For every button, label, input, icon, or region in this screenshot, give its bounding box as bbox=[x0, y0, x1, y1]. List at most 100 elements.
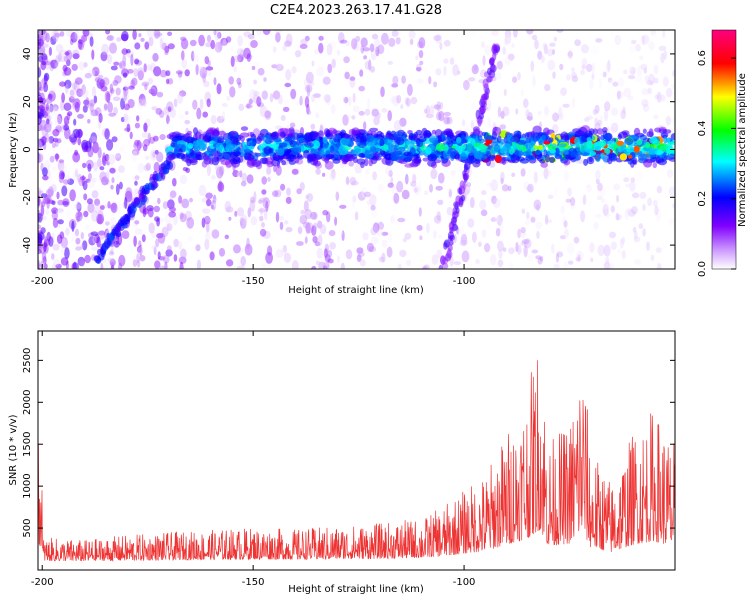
heatmap-cell bbox=[502, 46, 506, 55]
heatmap-cell bbox=[134, 42, 141, 50]
heatmap-cell bbox=[458, 185, 466, 195]
heatmap-cell bbox=[588, 200, 592, 208]
heatmap-cell bbox=[425, 105, 430, 116]
heatmap-cell bbox=[508, 262, 514, 269]
heatmap-cell bbox=[543, 149, 548, 158]
heatmap-cell bbox=[111, 136, 118, 143]
heatmap-cell bbox=[358, 85, 366, 92]
heatmap-cell bbox=[607, 59, 611, 72]
heatmap-cell bbox=[329, 40, 337, 49]
heatmap-cell bbox=[178, 113, 185, 120]
heatmap-cell bbox=[397, 263, 402, 269]
heatmap-cell bbox=[121, 230, 130, 240]
heatmap-cell bbox=[118, 254, 126, 267]
heatmap-cell bbox=[38, 81, 42, 92]
heatmap-cell bbox=[210, 204, 214, 210]
heatmap-cell bbox=[100, 85, 108, 92]
heatmap-cell bbox=[552, 112, 559, 122]
heatmap-cell bbox=[119, 60, 126, 70]
heatmap-cell bbox=[437, 234, 443, 239]
heatmap-cell bbox=[225, 138, 232, 148]
heatmap-cell bbox=[136, 259, 141, 268]
heatmap-cell bbox=[162, 201, 169, 210]
heatmap-cell bbox=[83, 210, 89, 218]
heatmap-cell bbox=[138, 84, 142, 92]
heatmap-cell bbox=[159, 69, 168, 78]
heatmap-cell bbox=[517, 244, 522, 255]
heatmap-cell bbox=[496, 60, 503, 70]
heatmap-cell bbox=[570, 203, 576, 210]
heatmap-cell bbox=[650, 30, 657, 36]
heatmap-cell bbox=[591, 44, 599, 56]
heatmap-cell bbox=[647, 73, 656, 86]
heatmap-cell bbox=[407, 83, 413, 96]
heatmap-cell bbox=[226, 95, 231, 101]
heatmap-cell bbox=[524, 219, 531, 226]
heatmap-cell bbox=[80, 244, 84, 249]
heatmap-cell bbox=[178, 195, 183, 204]
heatmap-cell bbox=[158, 37, 166, 45]
heatmap-cell bbox=[536, 204, 540, 212]
heatmap-cell bbox=[436, 249, 443, 259]
heatmap-cell bbox=[509, 136, 520, 142]
heatmap-cell bbox=[38, 187, 42, 197]
heatmap-cell bbox=[186, 158, 192, 167]
heatmap-cell bbox=[570, 197, 576, 206]
heatmap-cell bbox=[563, 220, 568, 228]
heatmap-cell bbox=[471, 30, 475, 37]
heatmap-cell bbox=[84, 254, 91, 264]
heatmap-cell bbox=[357, 191, 366, 201]
heatmap-cell bbox=[633, 259, 642, 265]
heatmap-cell bbox=[392, 95, 400, 107]
heatmap-cell bbox=[38, 248, 42, 255]
heatmap-cell bbox=[325, 95, 331, 106]
heatmap-cell bbox=[629, 180, 636, 192]
heatmap-cell bbox=[416, 224, 423, 231]
heatmap-cell bbox=[236, 77, 242, 86]
heatmap-cell bbox=[120, 116, 125, 123]
heatmap-cell bbox=[225, 36, 232, 43]
heatmap-cell bbox=[543, 140, 551, 145]
colorbar-tick-label: 0.4 bbox=[697, 120, 708, 136]
heatmap-cell bbox=[57, 160, 65, 172]
heatmap-cell bbox=[247, 207, 252, 218]
heatmap-cell bbox=[604, 212, 611, 218]
heatmap-cell bbox=[523, 98, 529, 109]
heatmap-cell bbox=[193, 127, 198, 135]
heatmap-cell bbox=[612, 122, 619, 128]
heatmap-cell bbox=[225, 206, 234, 213]
heatmap-cell bbox=[416, 63, 422, 73]
heatmap-cell bbox=[154, 32, 163, 37]
heatmap-cell bbox=[158, 232, 166, 244]
heatmap-cell bbox=[632, 206, 637, 212]
heatmap-cell bbox=[304, 142, 314, 148]
heatmap-cell bbox=[92, 86, 96, 98]
heatmap-cell bbox=[51, 263, 57, 269]
heatmap-cell bbox=[70, 132, 75, 138]
colorbar-tick-label: 0.0 bbox=[697, 261, 708, 277]
snr-frame bbox=[37, 330, 676, 571]
heatmap-cell bbox=[643, 67, 648, 74]
heatmap-cell bbox=[137, 67, 145, 79]
heatmap-cell bbox=[178, 71, 182, 82]
heatmap-cell bbox=[500, 171, 505, 182]
heatmap-cell bbox=[435, 185, 444, 191]
heatmap-cell bbox=[370, 209, 378, 218]
heatmap-cell bbox=[628, 134, 637, 140]
heatmap-cell bbox=[623, 69, 628, 75]
heatmap-cell bbox=[442, 150, 448, 159]
heatmap-cell bbox=[45, 32, 50, 43]
heatmap-cell bbox=[447, 187, 451, 193]
heatmap-cell bbox=[106, 92, 111, 104]
heatmap-cell bbox=[531, 249, 539, 254]
heatmap-cell bbox=[166, 114, 170, 125]
heatmap-cell bbox=[102, 152, 106, 164]
heatmap-cell bbox=[253, 79, 257, 85]
heatmap-cell bbox=[253, 90, 260, 97]
heatmap-cell bbox=[250, 216, 258, 226]
heatmap-cell bbox=[662, 76, 669, 88]
heatmap-cell bbox=[85, 224, 91, 231]
heatmap-cell bbox=[519, 229, 526, 239]
heatmap-cell bbox=[660, 244, 669, 250]
heatmap-cell bbox=[179, 212, 184, 220]
